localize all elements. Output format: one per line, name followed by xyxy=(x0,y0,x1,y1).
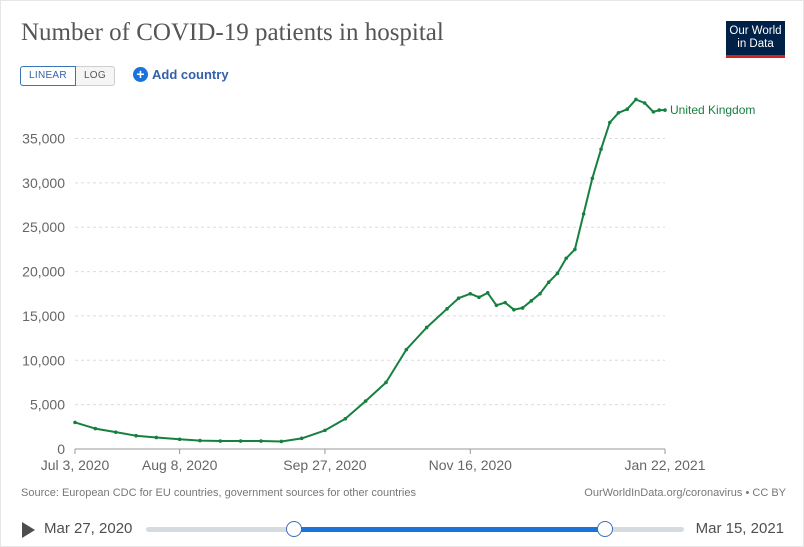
data-point[interactable] xyxy=(538,291,542,296)
timeline-track[interactable] xyxy=(146,521,684,537)
data-point[interactable] xyxy=(154,435,159,440)
data-point[interactable] xyxy=(445,307,449,311)
x-tick-label: Jul 3, 2020 xyxy=(41,457,110,473)
data-point[interactable] xyxy=(651,110,656,114)
series-label[interactable]: United Kingdom xyxy=(670,103,755,117)
play-icon[interactable] xyxy=(22,522,35,538)
log-button[interactable]: LOG xyxy=(75,66,115,86)
data-point[interactable] xyxy=(323,428,327,433)
add-country-button[interactable]: + Add country xyxy=(133,67,229,82)
data-point[interactable] xyxy=(657,108,661,112)
data-point[interactable] xyxy=(564,256,568,261)
data-point[interactable] xyxy=(456,296,461,300)
data-point[interactable] xyxy=(93,426,98,431)
timeline-end-label: Mar 15, 2021 xyxy=(695,520,784,537)
data-point[interactable] xyxy=(384,380,388,385)
data-point[interactable] xyxy=(503,300,507,305)
linear-button[interactable]: LINEAR xyxy=(20,66,76,86)
data-point[interactable] xyxy=(634,97,638,102)
logo-line-2: in Data xyxy=(737,38,774,50)
data-point[interactable] xyxy=(363,399,368,403)
data-point[interactable] xyxy=(555,271,560,276)
page-title: Number of COVID-19 patients in hospital xyxy=(21,19,444,46)
y-tick-label: 10,000 xyxy=(22,352,65,368)
source-note[interactable]: Source: European CDC for EU countries, g… xyxy=(21,487,416,499)
data-point[interactable] xyxy=(424,325,429,330)
data-point[interactable] xyxy=(663,108,667,112)
data-point[interactable] xyxy=(520,306,525,310)
timeline: Mar 27, 2020 Mar 15, 2021 xyxy=(0,516,804,544)
y-tick-label: 35,000 xyxy=(22,130,65,146)
logo-line-1: Our World xyxy=(729,25,782,37)
data-point[interactable] xyxy=(512,307,516,312)
data-point[interactable] xyxy=(599,147,603,151)
x-tick-label: Jan 22, 2021 xyxy=(625,457,706,473)
grid-lines xyxy=(75,137,665,406)
data-point[interactable] xyxy=(218,439,223,443)
y-tick-label: 5,000 xyxy=(30,397,65,413)
data-point[interactable] xyxy=(477,295,481,300)
scale-toggle: LINEAR LOG xyxy=(20,66,115,86)
data-point[interactable] xyxy=(494,303,499,308)
y-axis: 0 5,000 10,000 15,000 20,000 25,000 30,000 35,0… xyxy=(22,130,65,457)
data-point[interactable] xyxy=(73,420,77,425)
series-layer: United Kingdom xyxy=(73,97,755,444)
x-tick-label: Aug 8, 2020 xyxy=(142,457,218,473)
data-point[interactable] xyxy=(198,438,202,443)
y-tick-label: 15,000 xyxy=(22,308,65,324)
data-point[interactable] xyxy=(113,430,118,434)
data-point[interactable] xyxy=(279,439,284,444)
data-point[interactable] xyxy=(581,212,586,216)
timeline-range-fill xyxy=(294,527,605,532)
x-axis: Jul 3, 2020 Aug 8, 2020 Sep 27, 2020 Nov 16… xyxy=(41,448,706,473)
data-point[interactable] xyxy=(607,120,612,125)
data-point[interactable] xyxy=(590,176,595,181)
data-point[interactable] xyxy=(134,433,138,438)
data-point[interactable] xyxy=(616,110,621,115)
plus-circle-icon: + xyxy=(133,67,148,82)
data-point[interactable] xyxy=(529,299,534,303)
data-point[interactable] xyxy=(299,436,304,441)
data-point[interactable] xyxy=(546,280,551,285)
data-point[interactable] xyxy=(238,439,243,443)
data-point[interactable] xyxy=(573,247,577,252)
data-point[interactable] xyxy=(625,107,630,112)
credit-link[interactable]: OurWorldInData.org/coronavirus • CC BY xyxy=(584,487,786,499)
y-tick-label: 25,000 xyxy=(22,219,65,235)
data-point[interactable] xyxy=(468,291,473,296)
data-point[interactable] xyxy=(404,347,409,352)
x-tick-label: Nov 16, 2020 xyxy=(429,457,512,473)
data-point[interactable] xyxy=(259,439,263,443)
data-point[interactable] xyxy=(177,437,182,442)
timeline-start-handle[interactable] xyxy=(286,521,303,537)
timeline-end-handle[interactable] xyxy=(596,521,613,537)
data-point[interactable] xyxy=(343,417,348,421)
data-point[interactable] xyxy=(642,101,647,105)
owid-logo[interactable]: Our World in Data xyxy=(726,21,785,58)
timeline-start-label: Mar 27, 2020 xyxy=(44,520,133,537)
y-tick-label: 20,000 xyxy=(22,264,65,280)
y-tick-label: 0 xyxy=(57,441,65,457)
y-tick-label: 30,000 xyxy=(22,175,65,191)
line-chart: 0 5,000 10,000 15,000 20,000 25,000 30,000 35,0… xyxy=(22,97,755,473)
x-tick-label: Sep 27, 2020 xyxy=(283,457,367,473)
data-point[interactable] xyxy=(485,291,490,295)
series-line-united-kingdom[interactable] xyxy=(74,98,665,443)
add-country-label: Add country xyxy=(152,67,229,82)
